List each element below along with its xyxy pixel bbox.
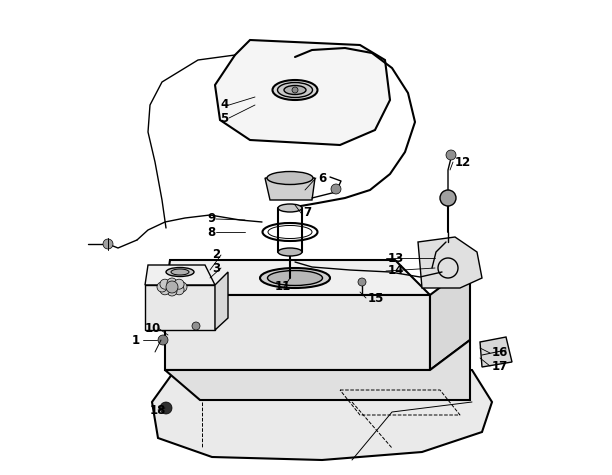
Polygon shape: [145, 285, 215, 330]
Text: 11: 11: [275, 281, 291, 294]
Ellipse shape: [272, 80, 318, 100]
Circle shape: [440, 190, 456, 206]
Ellipse shape: [267, 171, 313, 184]
Circle shape: [331, 184, 341, 194]
Polygon shape: [418, 237, 482, 288]
Text: 16: 16: [492, 346, 509, 360]
Text: 18: 18: [150, 403, 166, 417]
Text: 13: 13: [388, 251, 405, 265]
Text: 1: 1: [132, 333, 140, 346]
Ellipse shape: [267, 270, 323, 285]
Ellipse shape: [260, 268, 330, 288]
Circle shape: [158, 335, 168, 345]
Circle shape: [358, 278, 366, 286]
Text: 15: 15: [368, 292, 384, 304]
Text: 10: 10: [145, 322, 161, 334]
Polygon shape: [430, 265, 470, 370]
Text: 4: 4: [220, 98, 228, 112]
Ellipse shape: [284, 86, 306, 95]
Circle shape: [167, 278, 177, 288]
Ellipse shape: [278, 248, 302, 256]
Circle shape: [292, 87, 298, 93]
Circle shape: [174, 285, 184, 295]
Circle shape: [192, 322, 200, 330]
Polygon shape: [265, 178, 315, 200]
Text: 14: 14: [388, 265, 405, 277]
Circle shape: [166, 281, 178, 293]
Text: 8: 8: [207, 226, 215, 238]
Polygon shape: [165, 260, 430, 295]
Polygon shape: [165, 340, 470, 400]
Circle shape: [174, 279, 184, 289]
Circle shape: [103, 239, 113, 249]
Text: 3: 3: [212, 262, 220, 275]
Text: 17: 17: [492, 360, 508, 372]
Circle shape: [446, 150, 456, 160]
Polygon shape: [480, 337, 512, 367]
Polygon shape: [165, 295, 430, 370]
Polygon shape: [145, 265, 215, 285]
Ellipse shape: [171, 269, 189, 275]
Polygon shape: [215, 40, 390, 145]
Text: 7: 7: [303, 207, 311, 219]
Text: 9: 9: [207, 212, 215, 226]
Circle shape: [157, 282, 167, 292]
Text: 12: 12: [455, 155, 471, 169]
Circle shape: [160, 285, 170, 295]
Text: 2: 2: [212, 248, 220, 262]
Text: 6: 6: [318, 171, 326, 184]
Text: 5: 5: [220, 112, 228, 124]
Circle shape: [160, 402, 172, 414]
Circle shape: [160, 279, 170, 289]
Polygon shape: [152, 370, 492, 460]
Circle shape: [177, 282, 187, 292]
Circle shape: [167, 286, 177, 296]
Ellipse shape: [277, 83, 313, 97]
Ellipse shape: [166, 267, 194, 276]
Ellipse shape: [278, 204, 302, 212]
Polygon shape: [215, 272, 228, 330]
